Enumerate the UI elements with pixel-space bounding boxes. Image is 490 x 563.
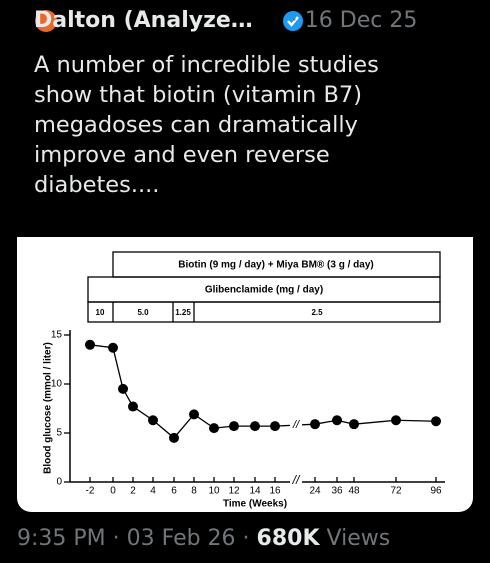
axis-break: // [292,473,301,487]
treatment-label: Biotin (9 mg / day) + Miya BM® (3 g / da… [178,260,373,271]
data-point [128,401,138,412]
y-tick-label: 5 [56,428,62,439]
x-tick-label: 72 [390,486,402,497]
avatar [35,10,57,32]
x-tick-label: 12 [228,486,240,497]
y-tick-label: 15 [51,330,63,341]
data-point [118,383,128,394]
x-tick-label: 8 [191,486,197,497]
image-frame [17,237,473,512]
views-count: 680K [256,526,320,551]
data-point [229,421,239,432]
tweet-footer: 9:35 PM · 03 Feb 26 · 680K Views [17,526,390,551]
text-line: megadoses can dramatically [34,112,358,138]
dose: 5.0 [137,308,149,317]
data-point [310,419,320,430]
x-tick-label: 10 [208,486,220,497]
data-point [209,423,219,434]
text-line: A number of incredible studies [34,52,379,78]
line-break: // [292,419,300,431]
data-point [332,415,342,426]
x-tick-label: 14 [249,486,261,497]
dose-title: Glibenclamide (mg / day) [205,285,323,296]
axis-break-gap [290,476,302,488]
text-line: show that biotin (vitamin B7) [34,82,362,108]
x-tick-label: 4 [150,486,156,497]
dose: 2.5 [311,308,323,317]
data-line [89,344,437,439]
data-point [169,432,179,443]
x-tick-label: 6 [171,486,177,497]
y-tick-label: 0 [56,477,62,488]
x-tick-label: 48 [348,486,360,497]
data-point [391,415,401,426]
dose: 1.25 [175,308,191,317]
data-point [189,409,199,420]
tweet-header: Dalton (Analyze… · 16 Dec 25 [34,8,417,33]
x-tick-label: 0 [110,486,116,497]
y-tick-label: 10 [51,379,63,390]
x-tick-label: 36 [331,486,343,497]
text-line: improve and even reverse [34,142,330,168]
dose: 10 [96,308,105,317]
x-tick-label: 16 [269,486,281,497]
x-tick-label: 96 [430,486,442,497]
x-tick-label: 2 [130,486,136,497]
line-break-gap [290,419,302,429]
x-tick-label: 24 [309,486,321,497]
timestamp: 9:35 PM · 03 Feb 26 · [17,526,250,551]
data-point [148,415,158,426]
verified-badge [283,11,303,31]
data-point [270,421,280,432]
author[interactable]: Dalton (Analyze… [34,8,253,33]
y-axis-label: Blood glucose (mmol / liter) [43,342,54,474]
data-point [85,339,95,350]
tweet-text: A number of incredible studies show that … [34,50,379,200]
date[interactable]: · 16 Dec 25 [290,8,418,33]
data-point [431,416,441,427]
dose-table [87,251,441,323]
x-axis-label: Time (Weeks) [223,499,287,510]
views-label: Views [326,526,391,551]
data-point [250,421,260,432]
text-line: diabetes.... [34,172,160,198]
data-point [108,342,118,353]
data-point [349,419,359,430]
x-tick-label: -2 [86,486,95,497]
